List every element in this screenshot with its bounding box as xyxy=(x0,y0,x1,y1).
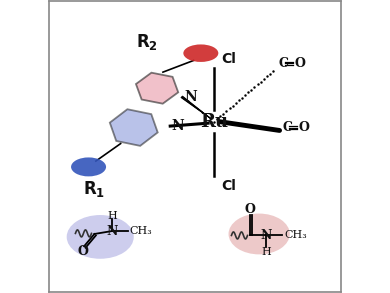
Polygon shape xyxy=(110,109,158,146)
Text: CH₃: CH₃ xyxy=(284,230,307,241)
Text: Cl: Cl xyxy=(221,179,236,193)
Text: CH₃: CH₃ xyxy=(129,226,152,236)
Ellipse shape xyxy=(183,45,218,62)
Ellipse shape xyxy=(229,214,290,254)
Text: O: O xyxy=(294,57,305,70)
Text: H: H xyxy=(262,247,271,257)
Text: Cl: Cl xyxy=(221,52,236,66)
Ellipse shape xyxy=(71,157,106,176)
Text: N: N xyxy=(172,119,184,133)
Text: C: C xyxy=(282,121,292,134)
Text: H: H xyxy=(107,211,117,221)
Text: Ru: Ru xyxy=(200,113,228,131)
Text: N: N xyxy=(261,229,272,242)
Text: C: C xyxy=(278,57,288,70)
Text: N: N xyxy=(106,224,117,238)
Text: O: O xyxy=(77,245,88,258)
Text: $\mathbf{R_1}$: $\mathbf{R_1}$ xyxy=(83,179,106,199)
Text: $\mathbf{R_2}$: $\mathbf{R_2}$ xyxy=(136,32,158,52)
Text: O: O xyxy=(298,121,309,134)
Text: N: N xyxy=(184,90,197,104)
Polygon shape xyxy=(136,73,178,104)
Text: O: O xyxy=(245,203,256,216)
Ellipse shape xyxy=(67,215,134,259)
